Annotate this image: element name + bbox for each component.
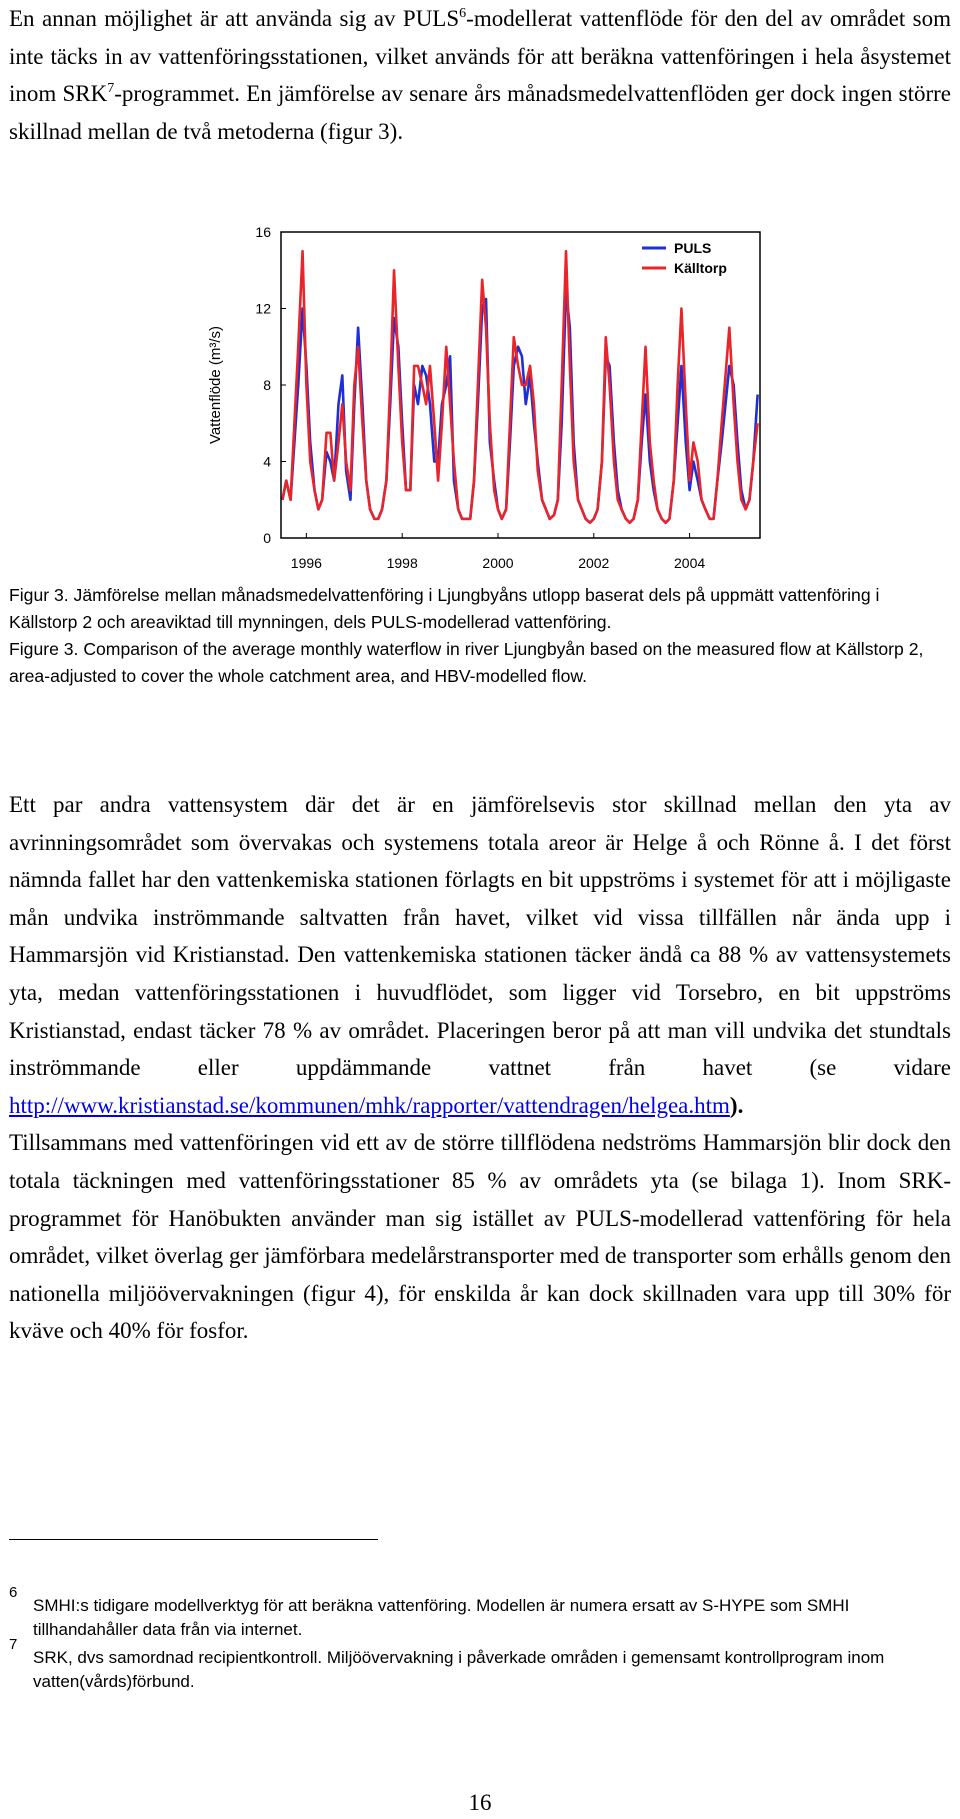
footnote-ref: 6 (459, 6, 467, 21)
x-tick-label: 2002 (578, 555, 609, 571)
footnotes: 6 SMHI:s tidigare modellverktyg för att b… (9, 1584, 951, 1694)
caption-swedish: Figur 3. Jämförelse mellan månadsmedelva… (9, 585, 880, 632)
footnote-number: 7 (9, 1636, 18, 1653)
series-line (281, 249, 759, 524)
legend-label: PULS (674, 240, 711, 256)
footnote-number: 6 (9, 1584, 18, 1601)
y-tick-label: 8 (263, 377, 271, 393)
footnote-ref: 7 (107, 81, 115, 97)
text: ). (729, 1092, 744, 1118)
y-tick-label: 12 (255, 301, 271, 317)
footnote-text: SRK, dvs samordnad recipientkontroll. Mi… (33, 1648, 885, 1691)
text: Tillsammans med vattenföringen vid ett a… (9, 1130, 951, 1344)
intro-paragraph: En annan möjlighet är att använda sig av… (9, 0, 951, 150)
y-tick-label: 16 (255, 224, 271, 240)
footnote-rule (9, 1539, 378, 1540)
x-tick-label: 2004 (674, 555, 705, 571)
footnote: 7 SRK, dvs samordnad recipientkontroll. M… (9, 1636, 951, 1694)
chart: Vattenflöde (m³/s) 0 4 8 12 16 1996 1998 2000 20… (207, 224, 761, 571)
x-tick-label: 2000 (482, 555, 513, 571)
footnote-text: SMHI:s tidigare modellverktyg för att be… (33, 1596, 850, 1639)
link[interactable]: http://www.kristianstad.se/kommunen/mhk/… (9, 1092, 730, 1118)
figure-caption: Figur 3. Jämförelse mellan månadsmedelva… (9, 582, 951, 689)
text: En annan möjlighet är att använda sig av… (9, 6, 460, 31)
y-tick-label: 4 (263, 454, 271, 470)
page-number: 16 (468, 1790, 492, 1815)
footnote: 6 SMHI:s tidigare modellverktyg för att b… (9, 1584, 951, 1642)
body-paragraph: Ett par andra vattensystem där det är en… (9, 786, 951, 1350)
legend-label: Källtorp (674, 260, 727, 276)
plot-frame (280, 231, 761, 539)
text: Ett par andra vattensystem där det är en… (9, 792, 951, 1081)
y-tick-label: 0 (263, 530, 271, 546)
text: -programmet. En jämförelse av senare års… (9, 81, 951, 144)
caption-english: Figure 3. Comparison of the average mont… (9, 639, 924, 686)
text: -modellerat vattenflöde för den del av o… (9, 6, 951, 107)
y-axis-label: Vattenflöde (m³/s) (207, 326, 224, 444)
x-tick-label: 1998 (387, 555, 418, 571)
x-tick-label: 1996 (291, 555, 322, 571)
